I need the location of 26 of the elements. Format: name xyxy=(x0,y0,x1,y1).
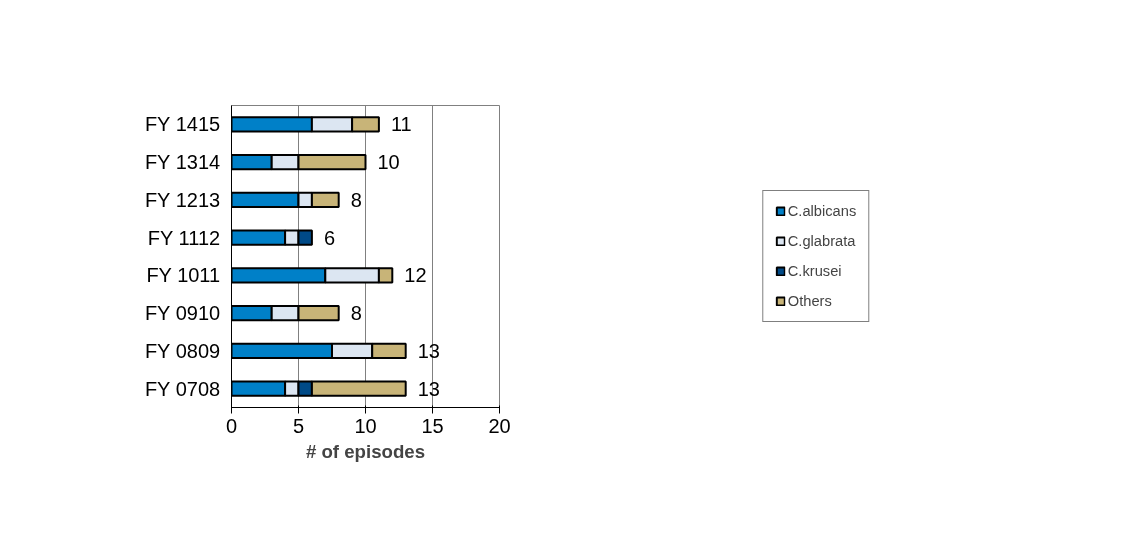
total-label: 13 xyxy=(417,339,440,362)
y-tick-label: FY 1011 xyxy=(146,264,221,287)
legend-label: Others xyxy=(787,293,832,309)
total-label: 11 xyxy=(390,113,412,136)
x-tick-label: 0 xyxy=(225,414,238,437)
legend-label: C.glabrata xyxy=(787,233,856,249)
y-tick-label: FY 1112 xyxy=(147,226,221,249)
y-tick-label: FY 0910 xyxy=(144,302,221,325)
x-tick-label: 10 xyxy=(354,414,377,437)
total-label: 12 xyxy=(404,264,427,287)
total-label: 6 xyxy=(323,226,336,249)
x-tick-label: 20 xyxy=(488,414,511,437)
y-tick-label: FY 0809 xyxy=(144,339,221,362)
total-label: 10 xyxy=(377,151,400,174)
legend-label: C.albicans xyxy=(787,203,857,219)
x-tick-label: 15 xyxy=(421,414,444,437)
y-tick-label: FY 1213 xyxy=(144,188,221,211)
legend-label: C.krusei xyxy=(787,263,842,279)
total-label: 8 xyxy=(350,188,362,211)
total-label: 8 xyxy=(350,302,362,325)
y-tick-label: FY 0708 xyxy=(144,377,221,400)
x-tick-label: 5 xyxy=(292,414,305,437)
y-tick-label: FY 1314 xyxy=(144,151,221,174)
total-label: 13 xyxy=(417,377,440,400)
x-axis-title: # of episodes xyxy=(305,440,426,462)
y-tick-label: FY 1415 xyxy=(144,113,221,136)
